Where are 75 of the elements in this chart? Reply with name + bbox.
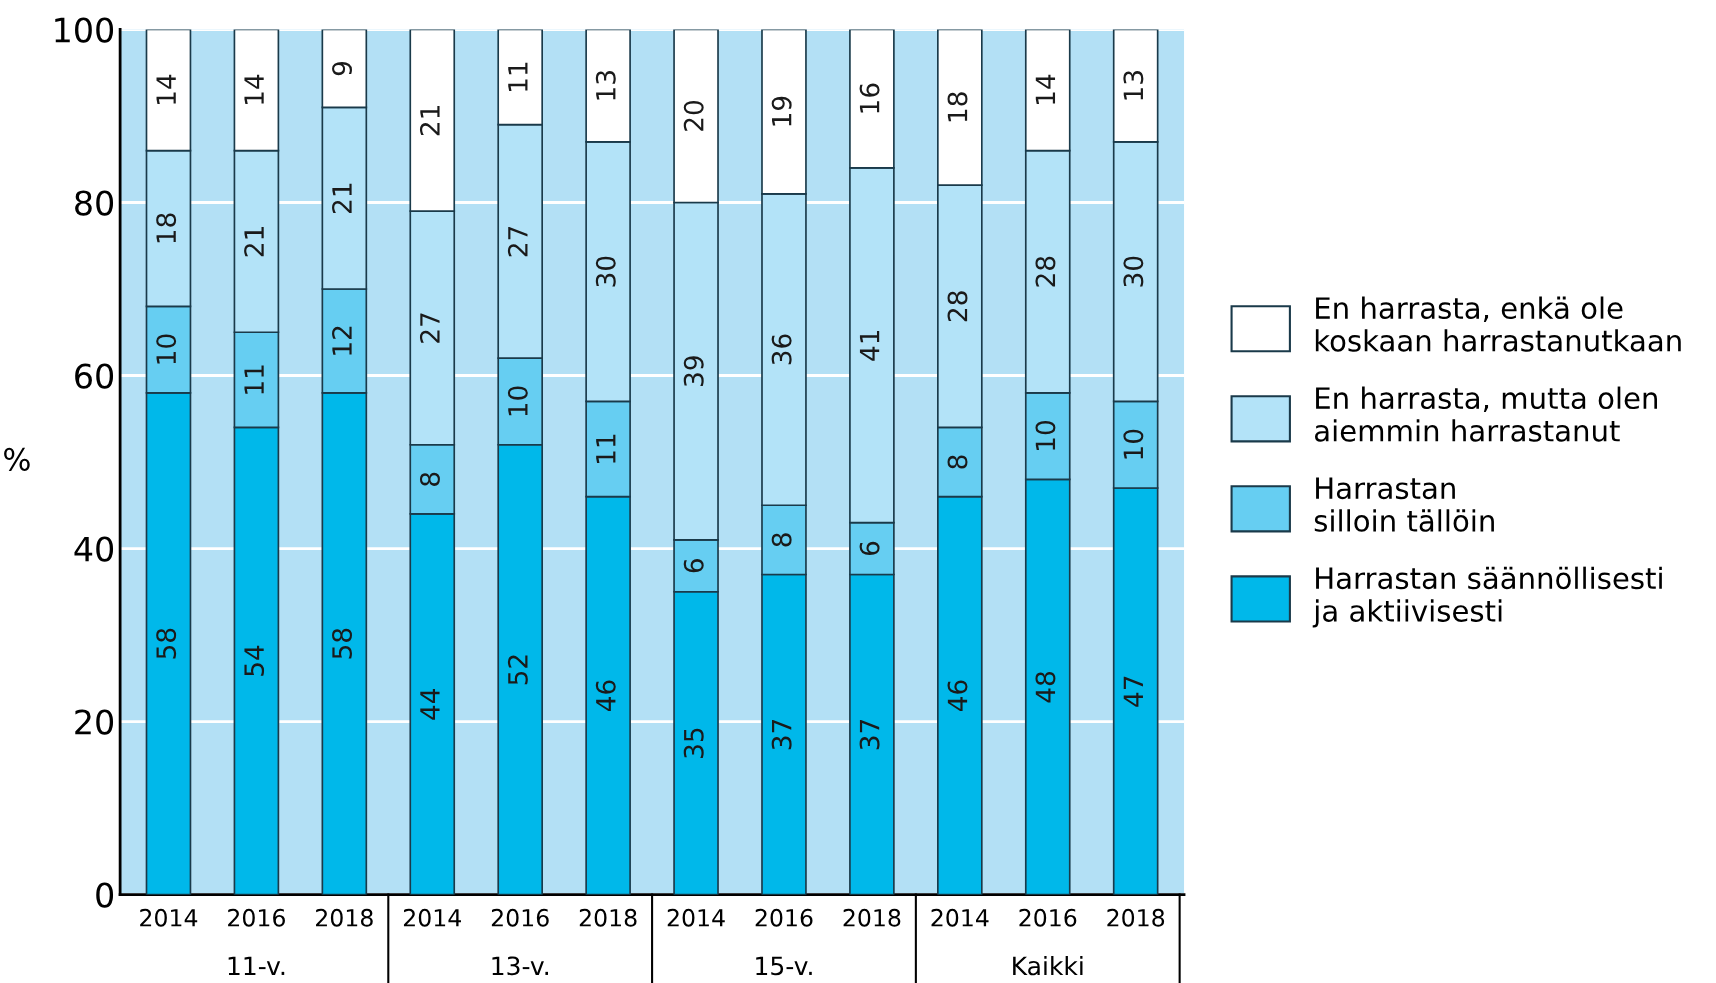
data-label: 14 (156, 74, 176, 104)
x-tick-label: 2014 (403, 908, 461, 927)
data-label: 30 (595, 256, 616, 287)
x-tick-label: 2018 (316, 908, 373, 927)
data-label: 12 (332, 326, 352, 355)
data-label: 20 (683, 100, 704, 131)
data-label: 14 (244, 74, 264, 104)
data-label: 30 (1123, 256, 1144, 287)
data-label: 11 (508, 62, 528, 91)
data-label: 6 (859, 541, 880, 556)
data-label: 36 (771, 334, 792, 365)
x-tick-label: 2018 (843, 908, 901, 927)
y-tick-label: 100 (55, 17, 114, 43)
y-tick-label: 40 (74, 536, 114, 562)
data-label: 9 (332, 61, 352, 76)
data-label: 41 (859, 330, 880, 361)
data-label: 18 (156, 213, 177, 243)
data-label: 27 (507, 226, 528, 257)
data-label: 28 (947, 291, 968, 322)
data-label: 14 (1035, 74, 1056, 104)
text: 15-v. (756, 956, 812, 976)
data-label: 58 (332, 628, 352, 659)
legend-label: En harrasta, mutta olen aiemmin harrastanut (1314, 386, 1657, 442)
text: 13-v. (492, 956, 548, 976)
x-tick-label: 2016 (755, 908, 813, 927)
text: 11-v. (228, 956, 285, 975)
data-label: 46 (947, 680, 968, 712)
data-label: 21 (419, 105, 440, 136)
data-label: 21 (332, 183, 352, 214)
data-label: 18 (947, 92, 968, 122)
data-label: 6 (683, 559, 704, 573)
data-label: 10 (507, 386, 528, 416)
data-label: 28 (1035, 256, 1056, 287)
x-tick-label: 2014 (667, 908, 725, 927)
data-label: 10 (156, 334, 177, 364)
x-tick-label: 2018 (1107, 908, 1165, 927)
data-label: 11 (596, 434, 616, 463)
data-label: 48 (1035, 671, 1056, 703)
y-tick-label: 80 (75, 190, 114, 216)
data-label: 35 (683, 728, 704, 758)
x-tick-label: 2014 (140, 908, 198, 927)
data-label: 46 (595, 680, 616, 712)
legend-label: Harrastan säännöllisesti ja aktiivisesti (1312, 566, 1662, 628)
data-label: 10 (1123, 429, 1144, 459)
y-tick-label: 20 (75, 709, 114, 735)
legend-label: En harrasta, enkä ole koskaan harrastanutkaan (1315, 296, 1681, 352)
data-label: 44 (420, 688, 440, 720)
data-label: 10 (1035, 421, 1056, 450)
data-label: 27 (419, 313, 440, 343)
data-label: 13 (595, 71, 616, 100)
data-label: 8 (419, 472, 440, 486)
x-tick-label: 2016 (491, 908, 549, 927)
legend-label: Harrastan silloin tällöin (1314, 477, 1494, 532)
data-label: 8 (947, 455, 968, 469)
y-axis-title: % (4, 447, 30, 471)
data-label: 8 (771, 533, 792, 547)
y-tick-label: 60 (75, 363, 114, 389)
data-label: 58 (156, 628, 177, 659)
data-label: 39 (683, 356, 704, 386)
data-label: 47 (1123, 676, 1143, 707)
data-label: 37 (771, 719, 792, 750)
data-label: 21 (244, 227, 264, 257)
x-tick-label: 2016 (228, 908, 285, 927)
data-label: 11 (244, 365, 264, 394)
data-label: 13 (1123, 71, 1144, 100)
data-label: 19 (771, 96, 792, 126)
data-label: 52 (507, 655, 528, 685)
y-tick-label: 0 (96, 882, 114, 908)
x-tick-label: 2014 (931, 908, 989, 927)
data-label: 37 (859, 719, 880, 750)
data-label: 16 (859, 83, 880, 113)
text: Kaikki (1013, 955, 1083, 976)
x-tick-label: 2016 (1019, 908, 1077, 927)
data-label: 54 (244, 645, 265, 676)
x-tick-label: 2018 (579, 908, 637, 927)
